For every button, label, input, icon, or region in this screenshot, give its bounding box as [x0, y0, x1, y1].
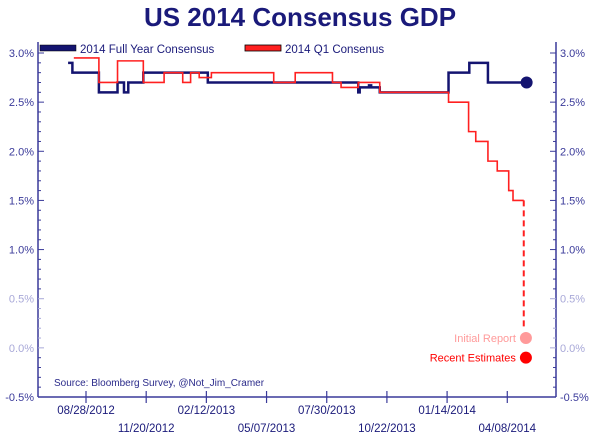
y-tick-label-left: 0.0% [9, 343, 34, 355]
y-tick-label-right: 1.5% [560, 195, 585, 207]
x-tick-label: 07/30/2013 [298, 405, 356, 417]
legend-label-q1: 2014 Q1 Consenus [285, 44, 384, 56]
legend-label-full-year: 2014 Full Year Consensus [80, 44, 215, 56]
annotation-marker [519, 351, 532, 364]
x-tick-label: 01/14/2014 [418, 405, 476, 417]
x-tick-label: 11/20/2012 [118, 423, 175, 435]
annotation-label: Recent Estimates [430, 353, 517, 365]
source-note: Source: Bloomberg Survey, @Not_Jim_Crame… [54, 378, 265, 389]
y-tick-label-right: 0.0% [560, 343, 585, 355]
y-tick-label-left: -0.5% [5, 392, 34, 404]
y-tick-label-right: 1.0% [560, 245, 585, 257]
y-tick-label-right: 0.5% [560, 294, 585, 306]
y-tick-label-left: 3.0% [9, 48, 34, 60]
annotation-marker [519, 332, 532, 345]
y-tick-label-left: 1.5% [9, 195, 34, 207]
x-tick-label: 10/22/2013 [358, 423, 416, 435]
y-tick-label-right: 2.5% [560, 97, 585, 109]
x-tick-label: 04/08/2014 [478, 423, 536, 435]
x-tick-label: 05/07/2013 [238, 423, 296, 435]
x-tick-label: 02/12/2013 [178, 405, 236, 417]
y-tick-label-left: 2.5% [9, 97, 34, 109]
chart-title: US 2014 Consensus GDP [143, 2, 457, 32]
y-tick-label-right: -0.5% [560, 392, 589, 404]
series-line-full-year [68, 61, 527, 94]
y-tick-label-left: 0.5% [9, 294, 34, 306]
series-line-q1 [73, 57, 524, 202]
legend-swatch-q1 [244, 44, 282, 52]
end-marker [520, 76, 533, 89]
y-tick-label-left: 2.0% [9, 146, 34, 158]
annotation-label: Initial Report [454, 333, 516, 345]
legend-swatch-full-year [39, 44, 77, 52]
y-tick-label-right: 3.0% [560, 48, 585, 60]
y-tick-label-right: 2.0% [560, 146, 585, 158]
y-tick-label-left: 1.0% [9, 245, 34, 257]
x-tick-label: 08/28/2012 [57, 405, 115, 417]
